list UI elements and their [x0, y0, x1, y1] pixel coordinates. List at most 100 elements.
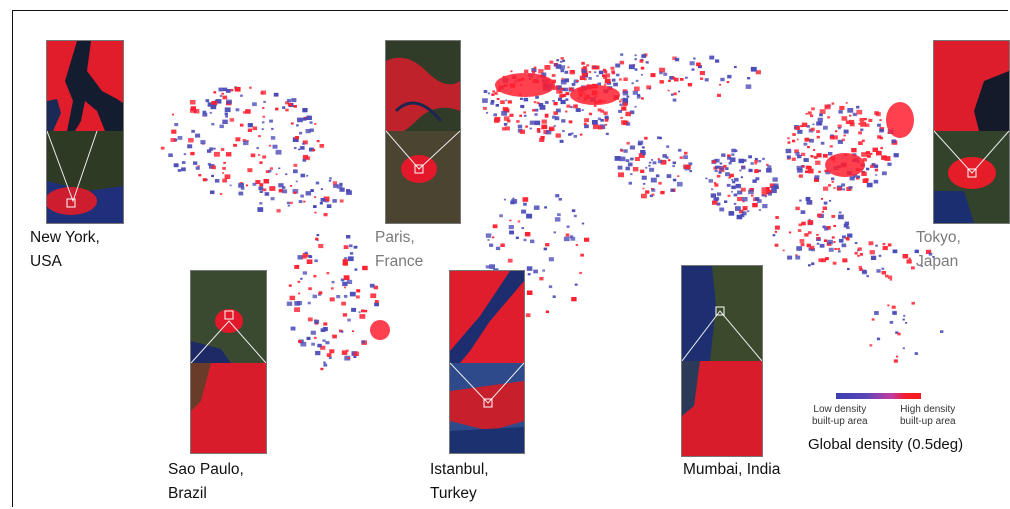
built-up-dot	[866, 275, 869, 278]
built-up-dot	[516, 120, 520, 123]
built-up-dot	[171, 129, 177, 134]
built-up-dot	[226, 99, 232, 105]
built-up-dot	[197, 165, 200, 167]
built-up-dot	[908, 257, 911, 260]
built-up-dot	[574, 104, 578, 107]
built-up-dot	[247, 128, 253, 132]
built-up-dot	[845, 102, 848, 104]
built-up-dot	[932, 256, 935, 258]
built-up-dot	[494, 118, 500, 123]
built-up-dot	[536, 128, 541, 131]
built-up-dot	[598, 70, 604, 75]
built-up-dot	[666, 145, 670, 148]
built-up-dot	[838, 211, 842, 214]
built-up-dot	[696, 62, 701, 67]
built-up-dot	[902, 254, 909, 259]
built-up-dot	[259, 183, 264, 187]
built-up-dot	[645, 190, 650, 194]
built-up-dot	[758, 209, 761, 211]
built-up-dot	[795, 206, 800, 211]
built-up-dot	[615, 63, 621, 68]
built-up-dot	[322, 339, 326, 342]
built-up-dot	[551, 79, 556, 84]
built-up-dot	[676, 181, 683, 187]
built-up-dot	[812, 149, 816, 151]
built-up-dot	[625, 166, 630, 171]
built-up-dot	[628, 64, 635, 70]
built-up-dot	[568, 120, 573, 124]
built-up-dot	[302, 117, 307, 121]
built-up-dot	[610, 66, 615, 70]
built-up-dot	[685, 76, 688, 79]
built-up-dot	[534, 108, 539, 112]
built-up-dot	[823, 239, 828, 242]
built-up-dot	[748, 155, 752, 159]
built-up-dot	[873, 164, 879, 168]
built-up-dot	[832, 261, 837, 265]
label-new-york: New York, USA	[30, 229, 100, 270]
legend-low-label: Low density built-up area	[812, 404, 868, 427]
built-up-dot	[292, 137, 299, 142]
built-up-dot	[242, 139, 247, 142]
built-up-dot	[859, 118, 865, 122]
built-up-dot	[767, 192, 772, 196]
built-up-dot	[289, 201, 293, 205]
built-up-dot	[659, 71, 663, 75]
built-up-dot	[520, 104, 525, 109]
built-up-dot	[847, 268, 850, 271]
built-up-dot	[858, 122, 861, 125]
built-up-dot	[563, 236, 570, 242]
built-up-dot	[906, 259, 912, 264]
built-up-dot	[539, 277, 544, 281]
built-up-dot	[565, 92, 570, 96]
built-up-dot	[805, 170, 809, 173]
built-up-dot	[323, 363, 328, 367]
built-up-dot	[504, 126, 510, 131]
built-up-dot	[591, 120, 598, 125]
built-up-dot	[341, 301, 346, 306]
built-up-dot	[342, 259, 348, 264]
built-up-dot	[347, 256, 354, 262]
built-up-dot	[209, 111, 212, 114]
built-up-dot	[823, 125, 828, 130]
built-up-dot	[619, 60, 625, 65]
built-up-dot	[618, 109, 622, 113]
built-up-dot	[358, 311, 361, 313]
built-up-dot	[887, 162, 892, 166]
built-up-dot	[517, 220, 521, 223]
built-up-dot	[560, 57, 564, 60]
built-up-dot	[885, 274, 889, 278]
built-up-dot	[300, 173, 306, 178]
built-up-dot	[344, 257, 347, 260]
built-up-dot	[641, 175, 647, 180]
built-up-dot	[521, 227, 524, 230]
built-up-dot	[689, 61, 695, 66]
built-up-dot	[571, 83, 576, 86]
built-up-dot	[834, 248, 837, 250]
built-up-dot	[871, 318, 875, 321]
built-up-dot	[623, 77, 628, 81]
built-up-dot	[816, 236, 821, 240]
built-up-dot	[261, 121, 265, 124]
built-up-dot	[619, 100, 622, 103]
built-up-dot	[854, 251, 858, 255]
built-up-dot	[219, 95, 223, 97]
built-up-dot	[539, 105, 546, 110]
built-up-dot	[849, 176, 855, 181]
built-up-dot	[604, 118, 609, 122]
built-up-dot	[245, 184, 249, 187]
built-up-dot	[838, 214, 844, 220]
built-up-dot	[207, 149, 212, 153]
built-up-dot	[342, 313, 348, 317]
built-up-dot	[752, 202, 758, 208]
built-up-dot	[806, 125, 810, 128]
built-up-dot	[641, 97, 644, 100]
built-up-dot	[314, 211, 317, 214]
built-up-dot	[315, 181, 320, 185]
built-up-dot	[641, 146, 645, 149]
built-up-dot	[603, 75, 608, 79]
built-up-dot	[579, 75, 586, 80]
built-up-dot	[559, 65, 566, 70]
built-up-dot	[637, 142, 642, 146]
